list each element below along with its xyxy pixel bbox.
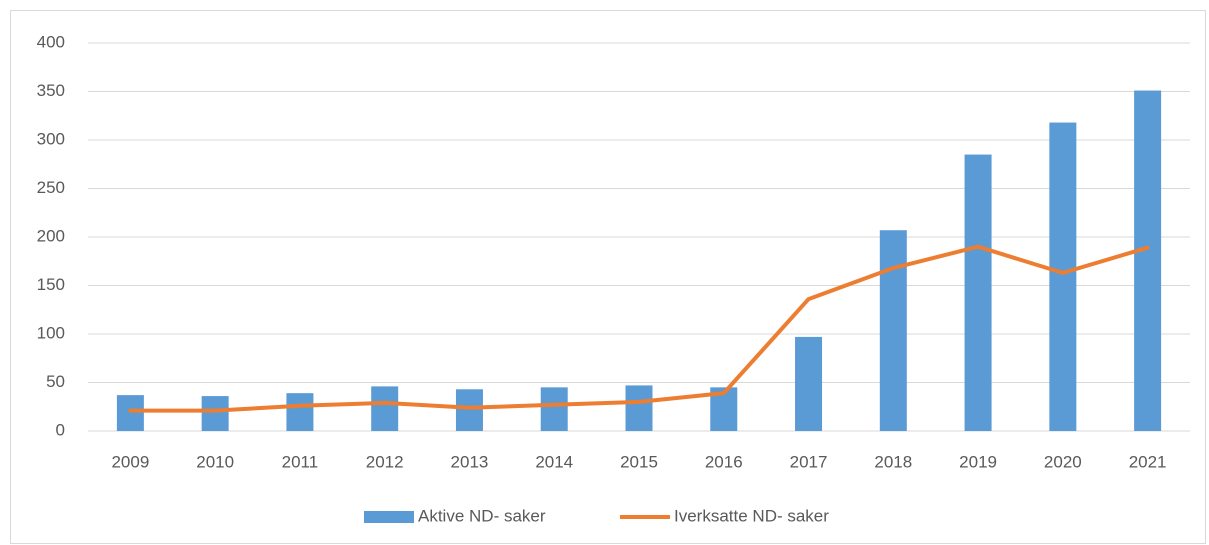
x-tick-label: 2012	[366, 452, 404, 471]
bar	[795, 336, 823, 431]
y-tick-label: 300	[37, 129, 65, 148]
bar	[1134, 90, 1162, 431]
x-tick-label: 2021	[1129, 452, 1167, 471]
y-tick-label: 350	[37, 81, 65, 100]
y-tick-label: 400	[37, 32, 65, 51]
x-tick-label: 2020	[1044, 452, 1082, 471]
legend-label: Aktive ND- saker	[418, 506, 546, 525]
bar	[286, 393, 314, 431]
line	[128, 244, 1150, 413]
bar	[371, 386, 399, 431]
bar	[540, 387, 568, 431]
y-tick-label: 150	[37, 275, 65, 294]
bar	[455, 389, 483, 431]
chart-border	[10, 10, 1206, 544]
x-tick-label: 2016	[705, 452, 743, 471]
x-tick-label: 2010	[196, 452, 234, 471]
x-tick-label: 2017	[790, 452, 828, 471]
legend-label: Iverksatte ND- saker	[674, 506, 829, 525]
bar	[116, 395, 144, 431]
y-tick-label: 100	[37, 323, 65, 342]
bar	[879, 230, 907, 431]
x-tick-label: 2011	[282, 452, 319, 471]
bar	[625, 385, 653, 431]
y-tick-label: 0	[56, 420, 65, 439]
bar	[201, 396, 229, 431]
y-tick-label: 50	[46, 372, 65, 391]
bar	[1049, 122, 1077, 431]
bar	[964, 154, 992, 432]
x-tick-label: 2009	[111, 452, 149, 471]
x-tick-label: 2014	[535, 452, 573, 471]
y-tick-label: 250	[37, 178, 65, 197]
y-tick-label: 200	[37, 226, 65, 245]
x-tick-label: 2019	[959, 452, 997, 471]
x-tick-label: 2018	[874, 452, 912, 471]
x-tick-label: 2015	[620, 452, 658, 471]
legend-swatch	[364, 511, 414, 523]
x-tick-label: 2013	[451, 452, 489, 471]
